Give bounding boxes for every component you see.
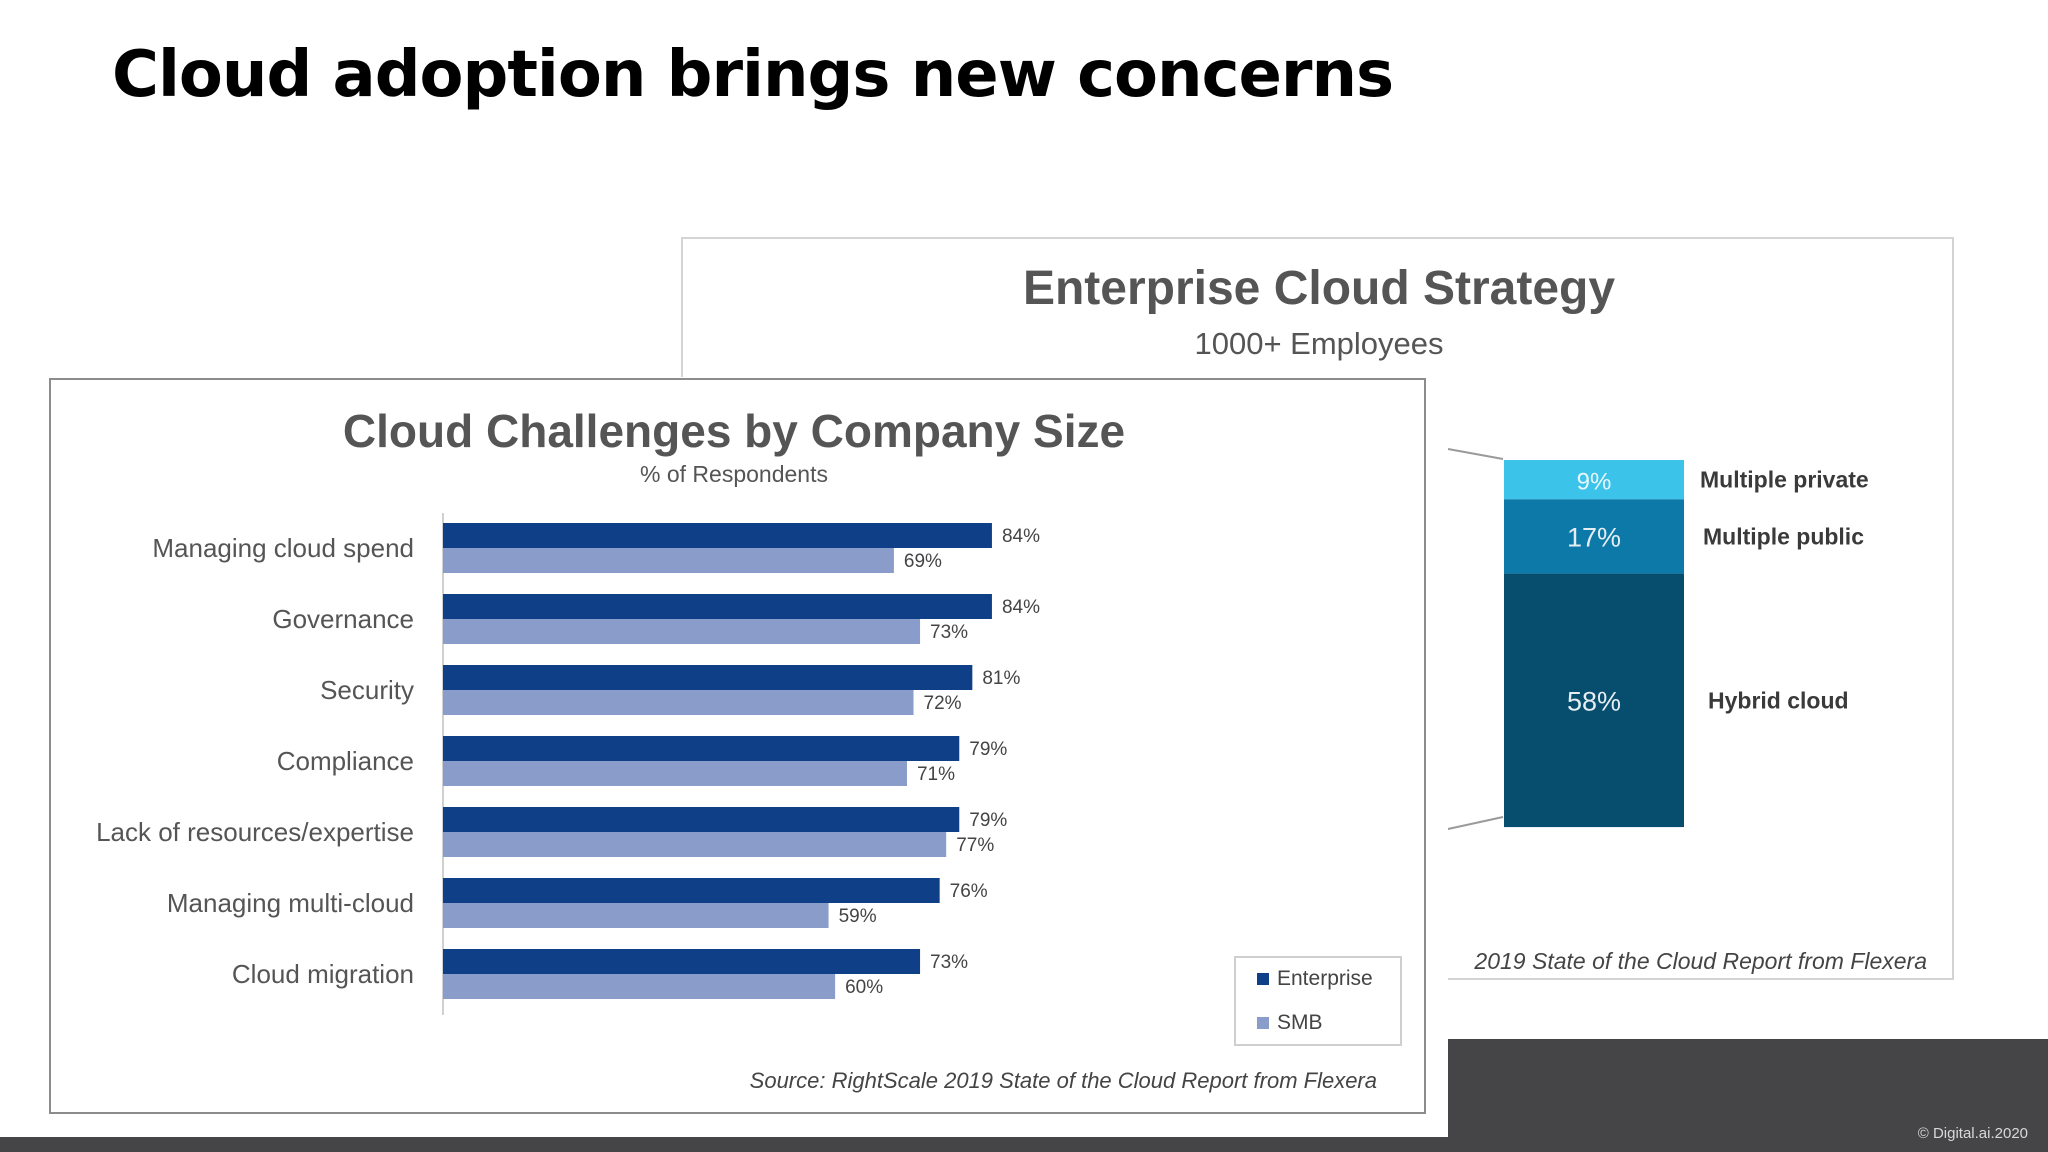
category-label: Compliance	[277, 746, 414, 776]
enterprise-strategy-chart: Enterprise Cloud Strategy 1000+ Employee…	[1023, 262, 1927, 974]
bar-enterprise	[443, 736, 960, 761]
bar-smb	[443, 619, 921, 644]
legend-label-smb: SMB	[1277, 1011, 1323, 1034]
cloud-challenges-card: Cloud Challenges by Company Size % of Re…	[49, 378, 1426, 1114]
cloud-challenges-chart: Cloud Challenges by Company Size % of Re…	[96, 405, 1402, 1093]
bar-smb	[443, 832, 947, 857]
data-label: 59%	[839, 906, 877, 927]
data-label: 73%	[930, 952, 968, 973]
chart-subtitle: 1000+ Employees	[1194, 326, 1443, 361]
slide-title: Cloud adoption brings new concerns	[112, 38, 1394, 112]
category-label: Security	[320, 675, 414, 705]
data-label: 60%	[845, 977, 883, 998]
data-label: 73%	[930, 622, 968, 643]
data-label: 72%	[924, 693, 962, 714]
stack-segment	[1504, 460, 1684, 500]
data-label: 76%	[950, 881, 988, 902]
bar-enterprise	[443, 949, 921, 974]
segment-value-label: 17%	[1567, 522, 1621, 552]
bar-smb	[443, 903, 829, 928]
data-label: 84%	[1002, 526, 1040, 547]
chart-title: Enterprise Cloud Strategy	[1023, 262, 1615, 315]
connector-line-bottom	[1447, 816, 1504, 830]
legend: Enterprise SMB	[1234, 956, 1402, 1046]
category-label: Managing multi-cloud	[167, 888, 414, 918]
chart-title: Cloud Challenges by Company Size	[343, 405, 1125, 457]
category-label: Lack of resources/expertise	[96, 817, 414, 847]
bar-enterprise	[443, 523, 992, 548]
stacked-bar: 9% Multiple private 17% Multiple public 58% H…	[1504, 460, 1869, 828]
legend-label-enterprise: Enterprise	[1277, 967, 1373, 990]
stack-segment	[1504, 499, 1684, 574]
bar-enterprise	[443, 807, 960, 832]
copyright-text: © Digital.ai.2020	[1917, 1125, 2028, 1142]
data-label: 69%	[904, 551, 942, 572]
segment-name-label: Hybrid cloud	[1708, 687, 1849, 713]
bar-smb	[443, 548, 894, 573]
category-label: Governance	[272, 604, 414, 634]
bar-enterprise	[443, 594, 992, 619]
data-label: 79%	[969, 739, 1007, 760]
bar-groups: Managing cloud spend 84% 69% Governance 84% 7…	[96, 523, 1040, 999]
segment-name-label: Multiple private	[1700, 467, 1869, 493]
connector-line-top	[1447, 448, 1504, 460]
bar-enterprise	[443, 665, 973, 690]
data-label: 84%	[1002, 597, 1040, 618]
data-label: 81%	[982, 668, 1020, 689]
bar-smb	[443, 974, 836, 999]
stack-segment	[1504, 573, 1684, 828]
chart-source: Source: RightScale 2019 State of the Clo…	[750, 1068, 1377, 1093]
category-label: Cloud migration	[232, 959, 414, 989]
segment-name-label: Multiple public	[1703, 523, 1864, 549]
segment-value-label: 58%	[1567, 686, 1621, 716]
data-label: 71%	[917, 764, 955, 785]
category-label: Managing cloud spend	[152, 533, 414, 563]
legend-swatch-enterprise	[1257, 973, 1269, 985]
bar-smb	[443, 761, 907, 786]
legend-box	[1234, 956, 1402, 1046]
chart-source: 2019 State of the Cloud Report from Flex…	[1473, 948, 1927, 974]
bar-enterprise	[443, 878, 940, 903]
bar-smb	[443, 690, 914, 715]
data-label: 79%	[969, 810, 1007, 831]
legend-swatch-smb	[1257, 1017, 1269, 1029]
data-label: 77%	[956, 835, 994, 856]
chart-subtitle: % of Respondents	[640, 461, 828, 487]
segment-value-label: 9%	[1577, 469, 1612, 496]
